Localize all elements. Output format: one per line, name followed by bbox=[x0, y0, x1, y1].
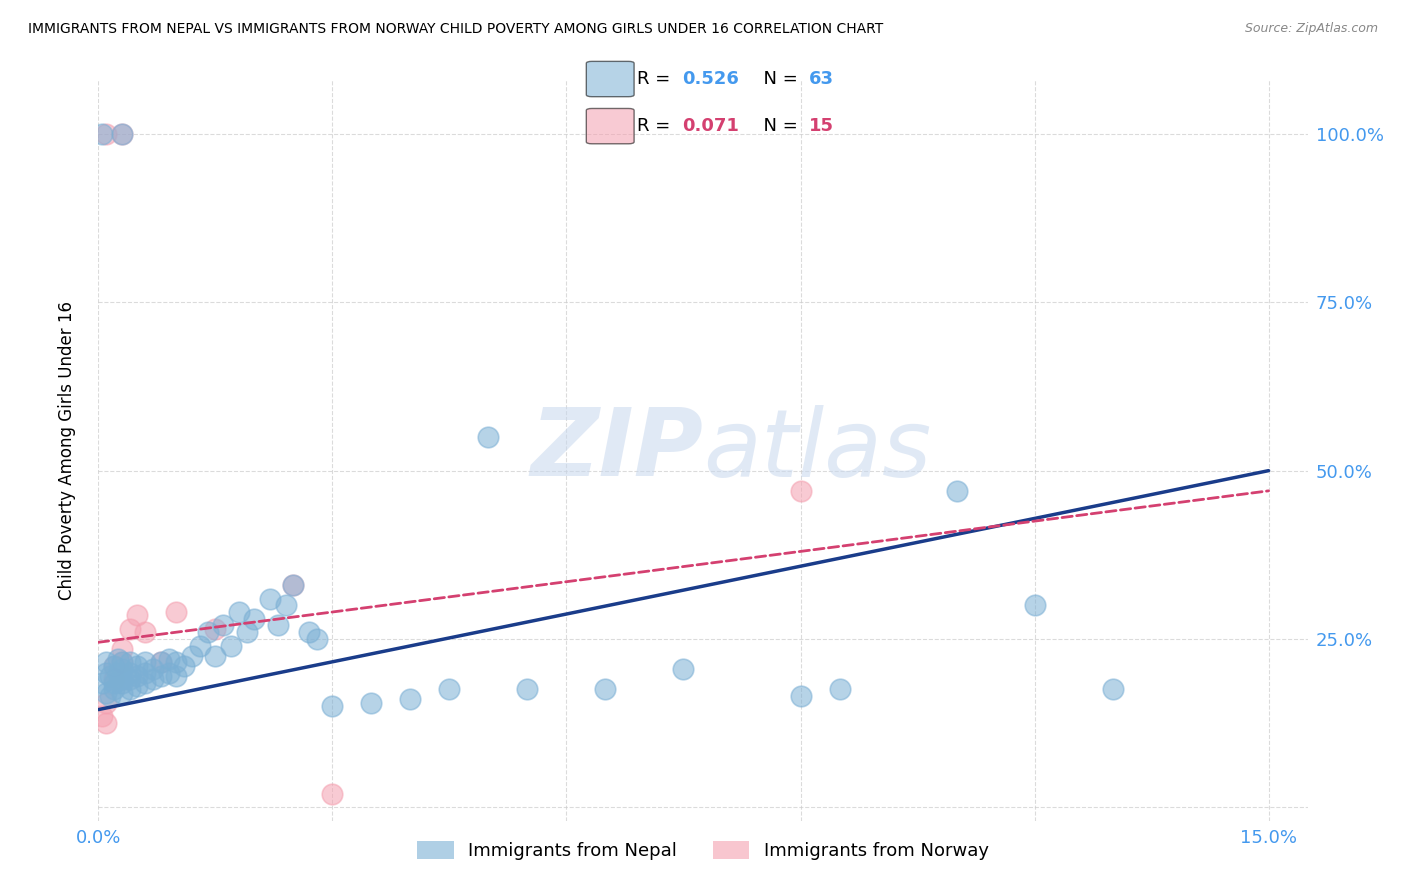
FancyBboxPatch shape bbox=[586, 62, 634, 96]
Point bbox=[595, 682, 617, 697]
Text: R =: R = bbox=[637, 117, 676, 135]
Point bbox=[98, 689, 121, 703]
Point bbox=[96, 686, 118, 700]
Point bbox=[165, 669, 187, 683]
Legend: Immigrants from Nepal, Immigrants from Norway: Immigrants from Nepal, Immigrants from N… bbox=[411, 833, 995, 867]
Text: N =: N = bbox=[752, 117, 804, 135]
Point bbox=[127, 658, 149, 673]
Point bbox=[945, 483, 967, 498]
Point bbox=[283, 578, 305, 592]
Point bbox=[96, 665, 118, 680]
Point bbox=[399, 692, 422, 706]
Point bbox=[134, 656, 156, 670]
Point bbox=[118, 682, 141, 697]
Point bbox=[298, 625, 321, 640]
Text: 0.071: 0.071 bbox=[682, 117, 738, 135]
Point bbox=[118, 665, 141, 680]
Point bbox=[1024, 599, 1046, 613]
Point bbox=[103, 673, 125, 687]
Point bbox=[98, 669, 121, 683]
Point bbox=[149, 656, 172, 670]
Point bbox=[127, 679, 149, 693]
Point bbox=[111, 127, 134, 141]
Point bbox=[96, 127, 118, 141]
Point bbox=[103, 658, 125, 673]
Point bbox=[149, 669, 172, 683]
Point bbox=[127, 669, 149, 683]
Point bbox=[283, 578, 305, 592]
Point bbox=[111, 675, 134, 690]
Text: 15: 15 bbox=[808, 117, 834, 135]
Point bbox=[149, 656, 172, 670]
Text: 0.526: 0.526 bbox=[682, 70, 738, 88]
Text: ZIP: ZIP bbox=[530, 404, 703, 497]
Point bbox=[111, 656, 134, 670]
Text: R =: R = bbox=[637, 70, 676, 88]
Point bbox=[91, 709, 114, 723]
Point bbox=[789, 483, 811, 498]
Point bbox=[219, 639, 242, 653]
Point bbox=[111, 656, 134, 670]
Text: Source: ZipAtlas.com: Source: ZipAtlas.com bbox=[1244, 22, 1378, 36]
Point bbox=[111, 686, 134, 700]
Point bbox=[142, 673, 165, 687]
Point bbox=[228, 605, 250, 619]
Point bbox=[134, 675, 156, 690]
Point bbox=[157, 665, 180, 680]
Point bbox=[165, 656, 187, 670]
Point bbox=[111, 662, 134, 676]
Point bbox=[439, 682, 461, 697]
Point bbox=[789, 689, 811, 703]
Point bbox=[212, 618, 235, 632]
Text: N =: N = bbox=[752, 70, 804, 88]
Point bbox=[111, 642, 134, 657]
Point bbox=[321, 787, 343, 801]
Point bbox=[243, 612, 266, 626]
Point bbox=[828, 682, 851, 697]
Point bbox=[360, 696, 382, 710]
Point bbox=[204, 622, 226, 636]
Point bbox=[672, 662, 695, 676]
Point bbox=[267, 618, 290, 632]
Point bbox=[107, 665, 129, 680]
Point bbox=[157, 652, 180, 666]
Point bbox=[96, 716, 118, 731]
Point bbox=[111, 673, 134, 687]
Point bbox=[118, 673, 141, 687]
Point bbox=[127, 608, 149, 623]
Point bbox=[134, 665, 156, 680]
Point bbox=[181, 648, 204, 663]
Point bbox=[91, 127, 114, 141]
Point bbox=[118, 622, 141, 636]
Point bbox=[118, 656, 141, 670]
Point bbox=[107, 652, 129, 666]
Point bbox=[477, 430, 499, 444]
Point bbox=[321, 699, 343, 714]
Point bbox=[188, 639, 211, 653]
Point bbox=[197, 625, 219, 640]
FancyBboxPatch shape bbox=[586, 109, 634, 144]
Y-axis label: Child Poverty Among Girls Under 16: Child Poverty Among Girls Under 16 bbox=[58, 301, 76, 600]
Point bbox=[96, 656, 118, 670]
Point bbox=[516, 682, 538, 697]
Point bbox=[111, 127, 134, 141]
Point bbox=[274, 599, 297, 613]
Point bbox=[96, 696, 118, 710]
Point bbox=[103, 658, 125, 673]
Point bbox=[165, 605, 187, 619]
Text: atlas: atlas bbox=[703, 405, 931, 496]
Point bbox=[305, 632, 328, 646]
Point bbox=[134, 625, 156, 640]
Text: IMMIGRANTS FROM NEPAL VS IMMIGRANTS FROM NORWAY CHILD POVERTY AMONG GIRLS UNDER : IMMIGRANTS FROM NEPAL VS IMMIGRANTS FROM… bbox=[28, 22, 883, 37]
Point bbox=[259, 591, 281, 606]
Point bbox=[91, 675, 114, 690]
Point bbox=[173, 658, 195, 673]
Point bbox=[103, 675, 125, 690]
Point bbox=[1101, 682, 1123, 697]
Text: 63: 63 bbox=[808, 70, 834, 88]
Point bbox=[204, 648, 226, 663]
Point bbox=[142, 662, 165, 676]
Point bbox=[235, 625, 257, 640]
Point bbox=[103, 682, 125, 697]
